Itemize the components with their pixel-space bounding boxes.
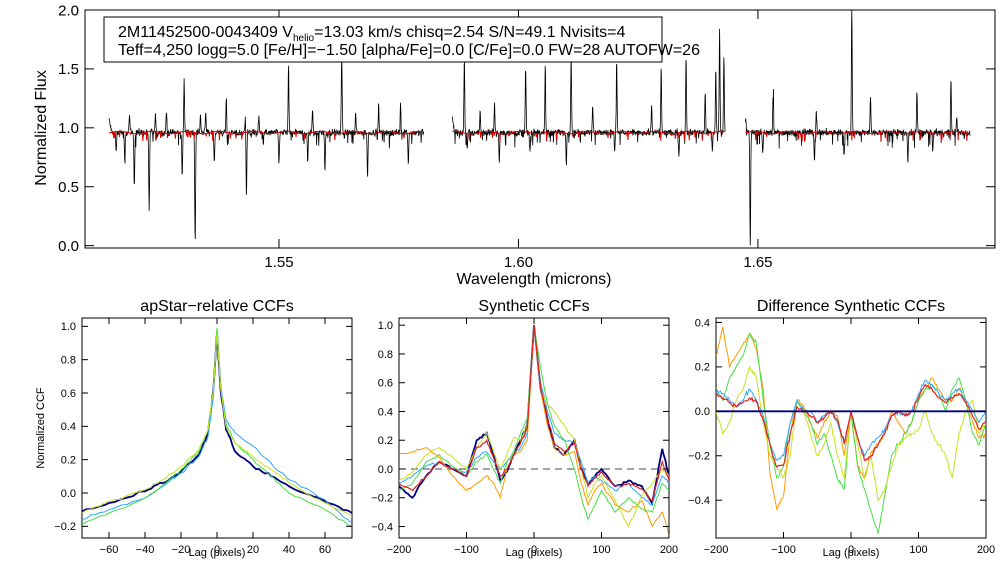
apstar-ccf-xtick-label: 60 (319, 544, 331, 556)
spectrum-observed-chip-2 (451, 28, 726, 166)
difference-ccf-xtick-label: 200 (977, 544, 995, 556)
difference-ccf-series-green (716, 332, 986, 534)
apstar-ccf-series-cyan (82, 329, 352, 524)
header-line-2: Teff=4,250 logg=5.0 [Fe/H]=−1.50 [alpha/… (118, 42, 700, 59)
spectrum-xtick-label: 1.65 (743, 254, 772, 271)
synthetic-ccf-ytick-label: 0.2 (378, 435, 393, 447)
difference-ccf-ytick-label: 0.0 (695, 406, 710, 418)
difference-ccf-title: Difference Synthetic CCFs (757, 298, 945, 315)
synthetic-ccf-ytick-label: 0.8 (378, 349, 393, 361)
synthetic-ccf-title: Synthetic CCFs (478, 298, 589, 315)
synthetic-ccf-axes: −200 −100 0 100 200 −0.4 −0.2 0.0 0.2 0.4 0.6 0.8 1.… (371, 318, 678, 556)
spectrum-panel: 1.55 1.60 1.65 0.0 0.5 1.0 1.5 2.0 2M11452500-0… (33, 2, 996, 288)
synthetic-ccf-ytick-label: −0.4 (371, 521, 393, 533)
header-box: 2M11452500-0043409 Vhelio=13.03 km/s chi… (103, 16, 700, 63)
spectrum-observed-chip-3 (745, 10, 971, 246)
synthetic-ccf-ytick-label: −0.2 (371, 493, 393, 505)
difference-ccf-xtick-label: 100 (909, 544, 927, 556)
spectrum-xtick-label: 1.60 (504, 254, 533, 271)
header-line-1: 2M11452500-0043409 Vhelio=13.03 km/s chi… (118, 24, 625, 44)
apstar-ccf-xtick-label: −60 (100, 544, 119, 556)
difference-ccf-ytick-label: 0.4 (695, 317, 710, 329)
difference-ccf-series-yellow-green (716, 365, 986, 502)
difference-ccf-xlabel: Lag (pixels) (823, 547, 880, 559)
apstar-ccf-xtick-label: 0 (214, 544, 220, 556)
synthetic-ccf-ytick-label: 0.0 (378, 464, 393, 476)
synthetic-ccf-xtick-label: −200 (387, 544, 412, 556)
synthetic-ccf-xtick-label: 100 (592, 544, 610, 556)
spectrum-xlabel: Wavelength (microns) (456, 271, 611, 288)
apstar-ccf-ytick-label: 0.0 (61, 488, 76, 500)
spectrum-model-chip-1 (108, 130, 424, 141)
difference-ccf-traces (716, 326, 986, 534)
apstar-ccf-xtick-label: 40 (283, 544, 295, 556)
apstar-ccf-ytick-label: −0.2 (54, 521, 76, 533)
apstar-ccf-series-yellow-green (82, 332, 352, 517)
apstar-ccf-title: apStar−relative CCFs (140, 298, 293, 315)
difference-ccf-xtick-label: −100 (771, 544, 796, 556)
spectrum-model-chip-3 (745, 130, 971, 142)
difference-ccf-panel: Difference Synthetic CCFs −200 −100 0 100 20… (688, 298, 995, 559)
spectrum-ytick-label: 2.0 (58, 2, 79, 19)
difference-ccf-xtick-label: −200 (704, 544, 729, 556)
apstar-ccf-ytick-label: 0.8 (61, 355, 76, 367)
spectrum-plot-frame (84, 9, 996, 249)
header-line-1-subscript: helio (293, 33, 315, 44)
synthetic-ccf-panel: Synthetic CCFs −200 −100 0 100 200 −0.4 −0.2 0.… (371, 298, 678, 559)
synthetic-ccf-series-green (399, 325, 669, 521)
spectrum-traces (108, 10, 971, 246)
apstar-ccf-ylabel: Normalized CCF (35, 387, 47, 469)
apstar-ccf-panel: apStar−relative CCFs −60 −40 −20 0 20 40 60 −0.… (35, 298, 353, 559)
difference-ccf-ytick-label: 0.2 (695, 362, 710, 374)
synthetic-ccf-frame (398, 317, 670, 539)
synthetic-ccf-series-red (399, 325, 669, 502)
synthetic-ccf-traces (399, 325, 669, 534)
synthetic-ccf-ytick-label: 1.0 (378, 320, 393, 332)
spectrum-ytick-label: 0.0 (58, 238, 79, 255)
difference-ccf-series-orange (716, 326, 986, 511)
spectrum-observed-chip-1 (108, 53, 425, 240)
apstar-ccf-xtick-label: −20 (172, 544, 191, 556)
difference-ccf-series-cyan (716, 379, 986, 461)
synthetic-ccf-series-yellow-green (399, 328, 669, 528)
synthetic-ccf-series-navy (399, 325, 669, 507)
header-line-1-prefix: 2M11452500-0043409 V (118, 24, 293, 41)
synthetic-ccf-ytick-label: 0.4 (378, 406, 393, 418)
apstar-ccf-xtick-label: 20 (247, 544, 259, 556)
spectrum-xtick-label: 1.55 (264, 254, 293, 271)
apstar-ccf-ytick-label: 0.6 (61, 388, 76, 400)
apstar-ccf-ytick-label: 1.0 (61, 321, 76, 333)
spectrum-ylabel: Normalized Flux (33, 70, 50, 186)
apstar-ccf-xtick-label: −40 (136, 544, 155, 556)
apstar-ccf-ytick-label: 0.2 (61, 455, 76, 467)
header-box-frame (103, 16, 663, 63)
synthetic-ccf-series-orange (399, 325, 669, 534)
apstar-ccf-traces (82, 327, 352, 527)
synthetic-ccf-xlabel: Lag (pixels) (506, 547, 563, 559)
spectrum-ytick-label: 0.5 (58, 179, 79, 196)
synthetic-ccf-ytick-label: 0.6 (378, 378, 393, 390)
apstar-ccf-axes: −60 −40 −20 0 20 40 60 −0.2 0.0 0.2 0.4 0.6 0.8 1.0 (54, 318, 352, 556)
difference-ccf-axes: −200 −100 0 100 200 −0.4 −0.2 0.0 0.2 0.4 (688, 317, 995, 556)
synthetic-ccf-series-cyan (399, 328, 669, 506)
synthetic-ccf-xtick-label: 0 (531, 544, 537, 556)
spectrum-model-chip-2 (452, 130, 726, 143)
spectrum-ytick-label: 1.0 (58, 120, 79, 137)
difference-ccf-ytick-label: −0.4 (688, 495, 710, 507)
apstar-ccf-series-green (82, 327, 352, 527)
header-line-1-rest: =13.03 km/s chisq=2.54 S/N=49.1 Nvisits=… (314, 24, 625, 41)
apstar-ccf-ytick-label: 0.4 (61, 421, 76, 433)
difference-ccf-xtick-label: 0 (848, 544, 854, 556)
spectrum-ytick-label: 1.5 (58, 61, 79, 78)
apstar-ccf-xlabel: Lag (pixels) (189, 547, 246, 559)
difference-ccf-ytick-label: −0.2 (688, 451, 710, 463)
apstar-ccf-series-navy (82, 332, 352, 514)
synthetic-ccf-xtick-label: 200 (660, 544, 678, 556)
synthetic-ccf-xtick-label: −100 (454, 544, 479, 556)
spectrum-axes: 1.55 1.60 1.65 0.0 0.5 1.0 1.5 2.0 (58, 2, 995, 271)
